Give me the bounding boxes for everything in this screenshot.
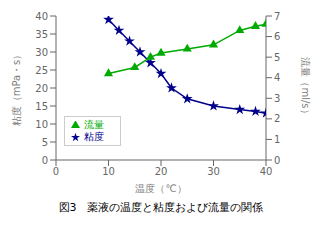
svg-text:4: 4 bbox=[274, 72, 280, 83]
svg-text:5: 5 bbox=[274, 52, 280, 63]
svg-text:15: 15 bbox=[35, 101, 48, 112]
html-text:粘度: 粘度 bbox=[84, 131, 104, 142]
svg-text:2: 2 bbox=[274, 113, 280, 124]
svg-text:35: 35 bbox=[35, 29, 48, 40]
svg-text:10: 10 bbox=[35, 119, 48, 130]
svg-text:30: 30 bbox=[35, 47, 48, 58]
svg-text:0: 0 bbox=[42, 155, 48, 166]
svg-text:5: 5 bbox=[42, 137, 48, 148]
svg-text:30: 30 bbox=[207, 166, 220, 177]
html-text:流量: 流量 bbox=[84, 119, 104, 130]
svg-text:3: 3 bbox=[274, 93, 280, 104]
svg-text:粘度（mPa・s）: 粘度（mPa・s） bbox=[11, 50, 22, 127]
svg-text:20: 20 bbox=[155, 166, 168, 177]
html-text:図3 薬液の温度と粘度および流量の関係: 図3 薬液の温度と粘度および流量の関係 bbox=[58, 201, 264, 214]
svg-text:25: 25 bbox=[35, 65, 48, 76]
svg-text:流量（ml/s）: 流量（ml/s） bbox=[300, 57, 311, 118]
svg-text:6: 6 bbox=[274, 31, 280, 42]
svg-text:20: 20 bbox=[35, 83, 48, 94]
svg-text:40: 40 bbox=[260, 166, 273, 177]
svg-text:0: 0 bbox=[274, 155, 280, 166]
svg-text:1: 1 bbox=[274, 134, 280, 145]
svg-text:40: 40 bbox=[35, 11, 48, 22]
svg-text:0: 0 bbox=[53, 166, 59, 177]
svg-text:温度（℃）: 温度（℃） bbox=[135, 183, 186, 194]
svg-text:10: 10 bbox=[102, 166, 115, 177]
svg-text:7: 7 bbox=[274, 11, 280, 22]
